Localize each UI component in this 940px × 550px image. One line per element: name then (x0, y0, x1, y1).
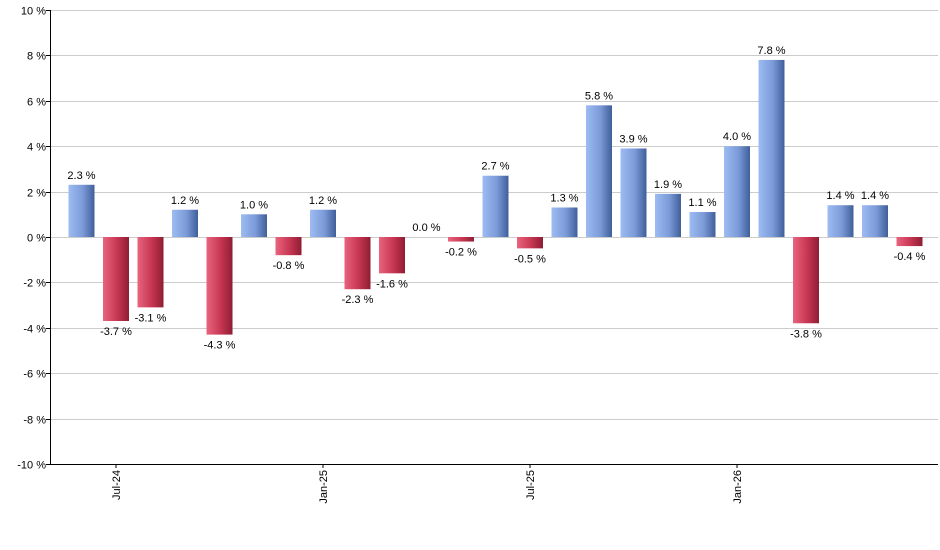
bar-positive (827, 205, 854, 237)
bar-negative (448, 237, 474, 242)
data-label: 5.8 % (585, 90, 613, 102)
data-label: -0.4 % (894, 251, 926, 263)
y-tick-label: 2 % (27, 188, 46, 200)
data-label: 2.7 % (481, 161, 509, 173)
bar-negative (206, 237, 233, 335)
bar-positive (620, 148, 647, 237)
data-label: 3.9 % (619, 133, 647, 145)
y-tick-label: 6 % (27, 97, 46, 109)
data-label: -0.8 % (273, 260, 305, 272)
bar-positive (310, 209, 336, 237)
bar-negative (793, 237, 819, 324)
bar-negative (137, 237, 164, 308)
x-tick-label: Jan-26 (732, 470, 744, 504)
data-label: 1.1 % (688, 197, 716, 209)
bar-positive (862, 205, 888, 237)
bar-negative (379, 237, 405, 274)
data-label: 1.2 % (171, 195, 199, 207)
data-label: -4.3 % (204, 340, 236, 352)
data-label: -0.2 % (445, 247, 477, 259)
bar-positive (655, 193, 681, 237)
bar-positive (758, 59, 785, 237)
bar-positive (689, 212, 716, 237)
bar-positive (586, 105, 612, 237)
bar-negative (896, 237, 923, 247)
data-label: 1.4 % (861, 190, 889, 202)
bar-positive (551, 207, 578, 237)
data-label: 1.0 % (240, 199, 268, 211)
y-tick-label: 10 % (21, 6, 46, 18)
y-tick-label: -4 % (23, 324, 46, 336)
x-tick-label: Jul-24 (111, 470, 123, 500)
data-label: 1.9 % (654, 179, 682, 191)
data-label: 0.0 % (412, 222, 440, 234)
y-tick-label: 8 % (27, 51, 46, 63)
data-label: 4.0 % (723, 131, 751, 143)
bar-positive (482, 175, 509, 237)
data-label: -3.7 % (100, 326, 132, 338)
data-label: -2.3 % (342, 294, 374, 306)
data-label: 1.4 % (826, 190, 854, 202)
data-label: -0.5 % (514, 253, 546, 265)
data-label: 2.3 % (67, 170, 95, 182)
y-tick-label: 0 % (27, 233, 46, 245)
x-tick-label: Jul-25 (525, 470, 537, 500)
y-tick-label: 4 % (27, 142, 46, 154)
bar-negative (344, 237, 371, 290)
bar-positive (172, 209, 198, 237)
bar-positive (724, 146, 750, 237)
y-tick-label: -10 % (17, 460, 46, 472)
data-label: 1.3 % (550, 192, 578, 204)
bar-positive (68, 184, 95, 237)
axes: 10 % 8 % 6 % 4 % 2 % 0 % -2 % -4 % -6 % -8 % -10 %… (17, 6, 938, 504)
data-label: 7.8 % (757, 45, 785, 57)
data-label: -3.1 % (135, 312, 167, 324)
y-tick-label: -8 % (23, 415, 46, 427)
data-label: -1.6 % (376, 278, 408, 290)
data-labels: 2.3 % -3.7 %-3.1 % 1.2 % -4.3 % 1.0 % -0.8 % 1… (67, 45, 925, 352)
data-label: -3.8 % (790, 328, 822, 340)
bar-positive (241, 214, 267, 237)
bar-negative (517, 237, 543, 249)
bar-negative (275, 237, 302, 256)
data-label: 1.2 % (309, 195, 337, 207)
bar-negative (103, 237, 129, 321)
y-tick-label: -2 % (23, 278, 46, 290)
y-tick-label: -6 % (23, 369, 46, 381)
bars (68, 59, 923, 335)
x-tick-label: Jan-25 (318, 470, 330, 504)
